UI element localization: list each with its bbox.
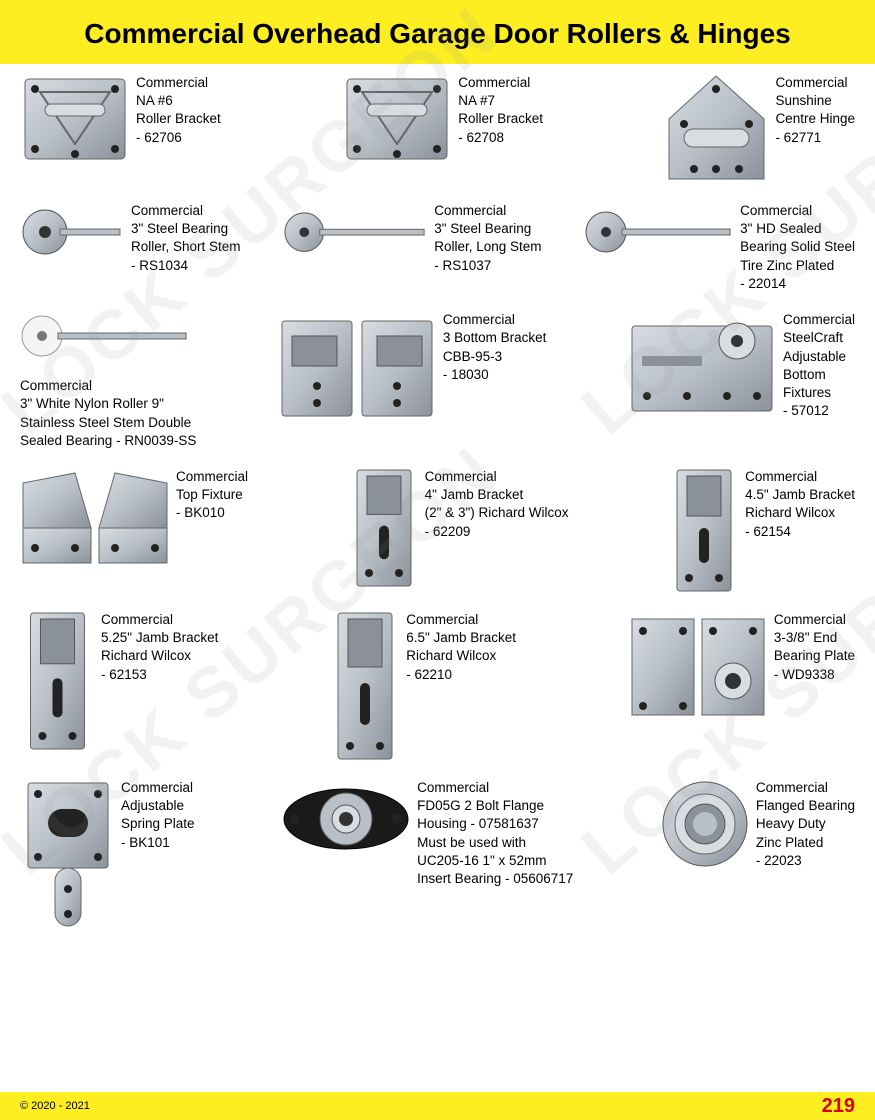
product-image bbox=[20, 311, 190, 371]
catalog-item: Commercial 3" White Nylon Roller 9" Stai… bbox=[20, 311, 196, 450]
page-number: 219 bbox=[822, 1095, 855, 1118]
catalog-item: Commercial 4.5" Jamb Bracket Richard Wil… bbox=[669, 468, 855, 593]
catalog-item: Commercial Sunshine Centre Hinge - 62771 bbox=[664, 74, 855, 184]
product-image bbox=[20, 74, 130, 164]
product-description: Commercial Adjustable Spring Plate - BK1… bbox=[121, 779, 195, 852]
catalog-item: Commercial Top Fixture - BK010 bbox=[20, 468, 248, 593]
product-image bbox=[627, 311, 777, 416]
product-image bbox=[20, 779, 115, 929]
product-image bbox=[277, 311, 437, 421]
product-image bbox=[349, 468, 419, 588]
product-description: Commercial Flanged Bearing Heavy Duty Zi… bbox=[756, 779, 855, 870]
product-description: Commercial FD05G 2 Bolt Flange Housing -… bbox=[417, 779, 573, 888]
catalog-item: Commercial Adjustable Spring Plate - BK1… bbox=[20, 779, 195, 929]
product-description: Commercial 3-3/8" End Bearing Plate - WD… bbox=[774, 611, 855, 684]
catalog-item: Commercial NA #6 Roller Bracket - 62706 bbox=[20, 74, 221, 184]
catalog-row: Commercial Top Fixture - BK010 Commercia… bbox=[20, 468, 855, 593]
product-description: Commercial 5.25" Jamb Bracket Richard Wi… bbox=[101, 611, 218, 684]
product-image bbox=[660, 779, 750, 869]
product-image bbox=[283, 202, 428, 272]
product-image bbox=[330, 611, 400, 761]
page-header: Commercial Overhead Garage Door Rollers … bbox=[0, 0, 875, 64]
product-description: Commercial 6.5" Jamb Bracket Richard Wil… bbox=[406, 611, 516, 684]
product-description: Commercial Top Fixture - BK010 bbox=[176, 468, 248, 523]
product-image bbox=[281, 779, 411, 859]
page-footer: © 2020 - 2021 219 bbox=[0, 1092, 875, 1120]
product-image bbox=[20, 468, 170, 568]
product-description: Commercial 4.5" Jamb Bracket Richard Wil… bbox=[745, 468, 855, 541]
product-image bbox=[342, 74, 452, 164]
catalog-content: Commercial NA #6 Roller Bracket - 62706 … bbox=[0, 64, 875, 957]
catalog-item: Commercial 6.5" Jamb Bracket Richard Wil… bbox=[330, 611, 516, 761]
copyright-text: © 2020 - 2021 bbox=[20, 1100, 90, 1112]
catalog-item: Commercial 3 Bottom Bracket CBB-95-3 - 1… bbox=[277, 311, 547, 450]
catalog-item: Commercial SteelCraft Adjustable Bottom … bbox=[627, 311, 855, 450]
product-image bbox=[20, 611, 95, 751]
product-description: Commercial 3" HD Sealed Bearing Solid St… bbox=[740, 202, 855, 293]
catalog-item: Commercial 5.25" Jamb Bracket Richard Wi… bbox=[20, 611, 218, 761]
product-description: Commercial 3" White Nylon Roller 9" Stai… bbox=[20, 377, 196, 450]
catalog-item: Commercial NA #7 Roller Bracket - 62708 bbox=[342, 74, 543, 184]
product-description: Commercial NA #7 Roller Bracket - 62708 bbox=[458, 74, 543, 147]
product-image bbox=[628, 611, 768, 721]
product-description: Commercial 3" Steel Bearing Roller, Shor… bbox=[131, 202, 241, 275]
catalog-row: Commercial NA #6 Roller Bracket - 62706 … bbox=[20, 74, 855, 184]
catalog-item: Commercial FD05G 2 Bolt Flange Housing -… bbox=[281, 779, 573, 929]
product-image bbox=[20, 202, 125, 282]
catalog-item: Commercial 4" Jamb Bracket (2" & 3") Ric… bbox=[349, 468, 569, 593]
catalog-row: Commercial 5.25" Jamb Bracket Richard Wi… bbox=[20, 611, 855, 761]
product-image bbox=[664, 74, 769, 184]
page-title: Commercial Overhead Garage Door Rollers … bbox=[20, 18, 855, 50]
catalog-item: Commercial 3-3/8" End Bearing Plate - WD… bbox=[628, 611, 855, 761]
product-description: Commercial NA #6 Roller Bracket - 62706 bbox=[136, 74, 221, 147]
catalog-row: Commercial 3" Steel Bearing Roller, Shor… bbox=[20, 202, 855, 293]
product-description: Commercial 4" Jamb Bracket (2" & 3") Ric… bbox=[425, 468, 569, 541]
product-description: Commercial Sunshine Centre Hinge - 62771 bbox=[775, 74, 855, 147]
catalog-item: Commercial 3" Steel Bearing Roller, Shor… bbox=[20, 202, 241, 293]
catalog-row: Commercial Adjustable Spring Plate - BK1… bbox=[20, 779, 855, 929]
catalog-row: Commercial 3" White Nylon Roller 9" Stai… bbox=[20, 311, 855, 450]
product-description: Commercial 3 Bottom Bracket CBB-95-3 - 1… bbox=[443, 311, 547, 384]
catalog-item: Commercial 3" HD Sealed Bearing Solid St… bbox=[584, 202, 855, 293]
catalog-item: Commercial 3" Steel Bearing Roller, Long… bbox=[283, 202, 541, 293]
product-image bbox=[669, 468, 739, 593]
product-description: Commercial 3" Steel Bearing Roller, Long… bbox=[434, 202, 541, 275]
catalog-item: Commercial Flanged Bearing Heavy Duty Zi… bbox=[660, 779, 855, 929]
product-description: Commercial SteelCraft Adjustable Bottom … bbox=[783, 311, 855, 420]
product-image bbox=[584, 202, 734, 272]
